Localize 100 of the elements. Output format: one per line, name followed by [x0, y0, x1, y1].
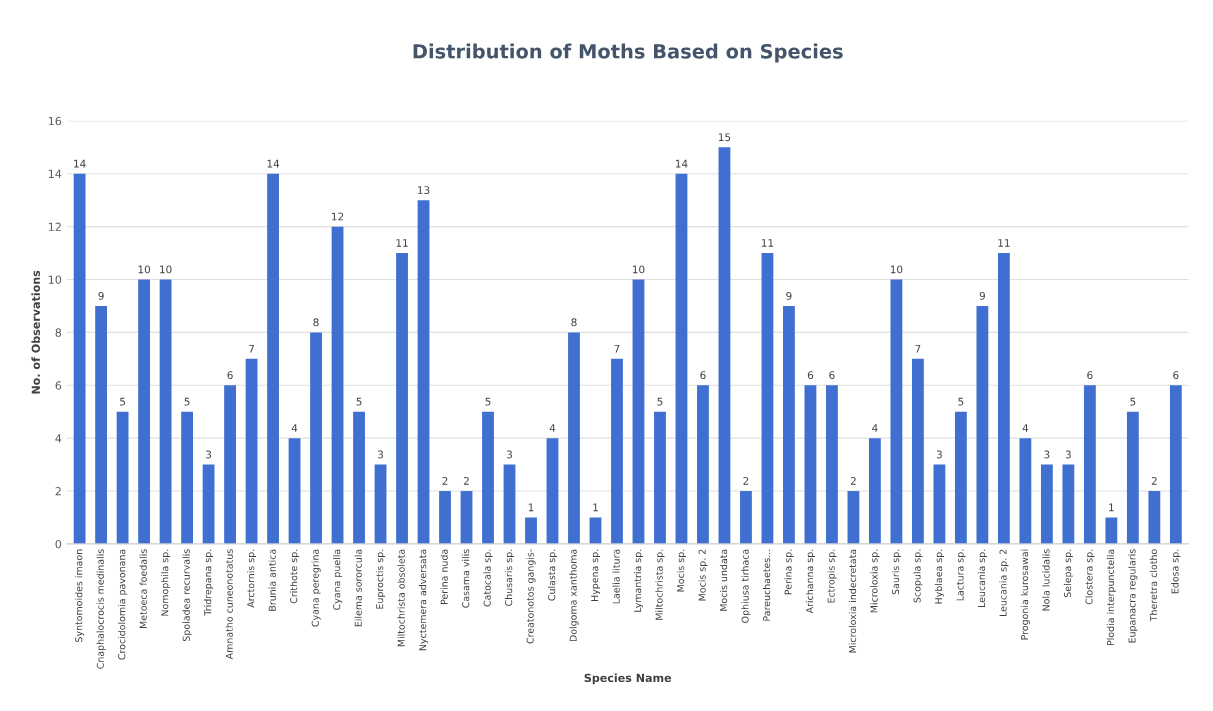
- data-label: 6: [1087, 371, 1093, 380]
- bar: [353, 411, 365, 544]
- bar: [116, 411, 129, 544]
- x-tick-label: Plodia interpunctella: [1106, 549, 1116, 646]
- bar: [1148, 491, 1161, 544]
- y-tick-label: 8: [55, 328, 62, 337]
- bar: [869, 438, 881, 544]
- bar: [675, 173, 688, 544]
- x-tick-label: Sauris sp.: [891, 549, 901, 595]
- bar: [997, 253, 1010, 544]
- x-tick-label: Progonia kurosawai: [1020, 549, 1030, 640]
- bar: [95, 305, 108, 544]
- bar: [976, 305, 989, 544]
- data-label: 6: [1173, 371, 1179, 380]
- data-label: 11: [998, 239, 1010, 247]
- bar: [1062, 464, 1075, 544]
- x-tick-label: Hypena sp.: [591, 549, 601, 602]
- x-tick-label: Hyblaea sp.: [934, 549, 944, 604]
- bar: [288, 438, 301, 544]
- x-tick-label: Amnatho cuneonotatus: [225, 549, 233, 660]
- y-tick-label: 6: [55, 381, 62, 390]
- x-tick-label: Chusaris sp.: [504, 549, 515, 606]
- x-tick-label: Perina nuda: [440, 549, 448, 605]
- bar: [890, 279, 903, 544]
- bar: [417, 200, 430, 544]
- bar: [460, 491, 473, 544]
- x-tick-label: Nyctemera adversata: [418, 549, 429, 651]
- data-label: 2: [743, 476, 749, 485]
- y-tick-label: 2: [55, 487, 61, 496]
- x-tick-label: Tridrepana sp.: [204, 549, 214, 616]
- bar: [718, 147, 731, 544]
- bar: [611, 358, 623, 544]
- data-label: 2: [1151, 476, 1157, 485]
- bar: [1083, 385, 1096, 544]
- data-label: 9: [786, 291, 792, 300]
- x-tick-label: Casama vilis: [461, 549, 470, 608]
- data-label: 11: [396, 239, 408, 247]
- bar: [632, 279, 645, 544]
- bar: [912, 358, 924, 544]
- data-label: 6: [227, 371, 233, 380]
- x-tick-label: Lymantria sp.: [633, 549, 644, 612]
- x-axis-title: Species Name: [584, 673, 672, 685]
- data-label: 10: [160, 265, 172, 274]
- data-label: 1: [1109, 503, 1114, 512]
- x-tick-label: Cyana peregrina: [311, 549, 321, 627]
- y-tick-label: 12: [48, 222, 61, 231]
- x-tick-label: Lactura sp.: [956, 549, 966, 601]
- data-label: 3: [1044, 450, 1050, 459]
- bar: [503, 464, 516, 544]
- x-tick-label: Crithote sp.: [289, 549, 300, 604]
- data-label: 2: [850, 476, 856, 485]
- bar: [589, 517, 602, 544]
- bar: [1040, 464, 1053, 544]
- x-tick-label: Crocidolomia pavonana: [118, 549, 128, 660]
- data-label: 6: [700, 371, 706, 380]
- bar: [1019, 438, 1032, 544]
- x-tick-label: Mocis sp. 2: [698, 549, 708, 601]
- bar: [1105, 517, 1118, 544]
- bar: [331, 226, 344, 544]
- x-tick-label: Cyana puella: [332, 549, 343, 610]
- x-tick-label: Arichanna sp.: [805, 549, 815, 614]
- x-tick-label: Laelia litura: [612, 549, 620, 604]
- y-tick-label: 16: [48, 116, 62, 126]
- x-tick-label: Mocis sp.: [676, 549, 687, 592]
- bar: [202, 464, 215, 544]
- x-tick-label: Culasta sp.: [547, 549, 558, 601]
- x-tick-label: Eilema sororcula: [354, 549, 362, 627]
- data-label: 8: [571, 318, 577, 327]
- x-tick-label: Pareuchaetes...: [762, 549, 771, 621]
- x-tick-label: Metoeca foedalis: [139, 549, 147, 628]
- x-tick-label: Theretra clotho: [1149, 549, 1158, 622]
- data-label: 2: [442, 476, 448, 485]
- x-tick-label: Microloxia indecretata: [848, 549, 857, 653]
- data-label: 3: [206, 450, 212, 459]
- bar: [783, 305, 795, 544]
- data-label: 4: [291, 424, 298, 432]
- x-tick-label: Eupanacra regularis: [1128, 549, 1138, 643]
- bar: [954, 411, 967, 544]
- data-label: 12: [332, 212, 344, 221]
- x-tick-label: Brunia antica: [268, 549, 276, 611]
- data-label: 6: [829, 371, 835, 380]
- x-tick-label: Microloxia sp.: [870, 549, 880, 613]
- bar: [761, 253, 774, 544]
- y-tick-label: 0: [55, 539, 62, 549]
- bar: [568, 332, 580, 544]
- data-label: 5: [1130, 397, 1136, 406]
- data-label: 11: [761, 239, 774, 247]
- data-label: 10: [632, 265, 645, 274]
- data-label: 9: [98, 291, 104, 300]
- bar: [73, 173, 86, 544]
- data-label: 5: [184, 397, 190, 406]
- x-tick-label: Nomophila sp.: [161, 549, 171, 616]
- x-tick-label: Perina sp.: [784, 549, 794, 595]
- x-tick-label: Syntomoides imaon: [75, 549, 85, 642]
- x-tick-label: Leucania sp.: [977, 549, 987, 608]
- x-tick-label: Creatonotos gangis-: [526, 549, 536, 644]
- x-tick-label: Miltochrista sp.: [655, 549, 665, 620]
- x-tick-label: Ectropis sp.: [827, 549, 837, 603]
- y-tick-label: 4: [55, 434, 62, 443]
- x-tick-label: Arctornis sp.: [247, 549, 257, 608]
